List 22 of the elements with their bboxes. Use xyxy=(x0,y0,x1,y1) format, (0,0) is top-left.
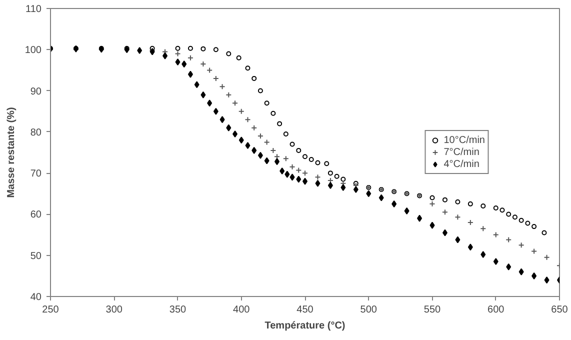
legend-label: 7°C/min xyxy=(444,146,480,158)
y-tick-label: 110 xyxy=(26,4,42,15)
y-tick-label: 40 xyxy=(30,292,42,303)
legend-label: 10°C/min xyxy=(444,134,485,146)
y-tick-label: 60 xyxy=(30,210,42,221)
legend-label: 4°C/min xyxy=(444,158,480,170)
y-tick-label: 100 xyxy=(24,45,42,56)
x-tick-label: 300 xyxy=(106,304,123,316)
x-tick-label: 600 xyxy=(488,304,505,316)
x-tick-label: 400 xyxy=(233,304,250,316)
x-axis-title: Température (°C) xyxy=(264,320,346,332)
y-tick-label: 90 xyxy=(30,86,42,98)
y-tick-label: 80 xyxy=(30,127,42,138)
x-tick-label: 550 xyxy=(424,304,442,316)
y-axis-title: Masse restante (%) xyxy=(6,107,17,198)
x-tick-label: 250 xyxy=(42,304,60,316)
x-tick-label: 350 xyxy=(169,304,187,316)
y-tick-label: 50 xyxy=(30,250,42,262)
y-tick-label: 70 xyxy=(30,168,42,180)
x-tick-label: 450 xyxy=(296,304,314,316)
x-tick-label: 500 xyxy=(360,304,378,316)
x-tick-label: 650 xyxy=(551,304,568,316)
